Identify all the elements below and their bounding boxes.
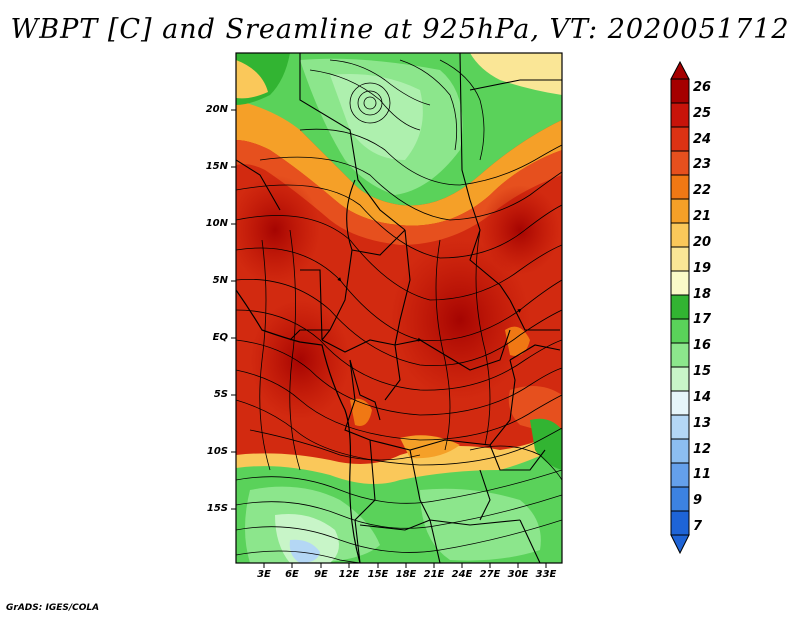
wbpt-field [236, 53, 562, 563]
country-borders [236, 53, 562, 563]
colorbar-label: 26 [693, 80, 712, 95]
colorbar-cell [670, 486, 690, 512]
lon-label-3E: 3E [257, 569, 271, 580]
map-frame [235, 52, 563, 564]
chart-title: WBPT [C] and Sreamline at 925hPa, VT: 20… [10, 14, 790, 45]
colorbar-label: 12 [693, 442, 712, 457]
colorbar-cell [670, 342, 690, 368]
colorbar-cell [670, 510, 690, 536]
colorbar-cell [670, 246, 690, 272]
lat-label-15S: 15S [206, 503, 228, 514]
colorbar-cell [670, 390, 690, 416]
lat-label-5S: 5S [213, 389, 228, 400]
colorbar-label: 15 [693, 364, 712, 379]
lon-label-27E: 27E [479, 569, 501, 580]
axis-ticks [231, 109, 547, 568]
lat-label-10N: 10N [205, 218, 228, 229]
colorbar-cell [670, 198, 690, 224]
colorbar-label: 16 [693, 338, 712, 353]
lon-label-15E: 15E [367, 569, 389, 580]
lat-label-EQ: EQ [212, 332, 228, 343]
colorbar [670, 60, 690, 555]
colorbar-cell [670, 414, 690, 440]
grads-credit: GrADS: IGES/COLA [6, 603, 100, 613]
lat-label-15N: 15N [205, 161, 228, 172]
lon-label-18E: 18E [395, 569, 417, 580]
colorbar-cell [670, 222, 690, 248]
colorbar-cell [670, 438, 690, 464]
colorbar-cell [670, 78, 690, 104]
colorbar-cell [670, 270, 690, 296]
colorbar-cell [670, 102, 690, 128]
colorbar-top-arrow [670, 60, 690, 80]
colorbar-label: 24 [693, 132, 712, 147]
lat-label-10S: 10S [206, 446, 228, 457]
colorbar-label: 9 [693, 493, 703, 508]
colorbar-label: 21 [693, 209, 712, 224]
lon-label-24E: 24E [451, 569, 473, 580]
colorbar-bottom-arrow [670, 534, 690, 555]
colorbar-label: 22 [693, 183, 712, 198]
lon-label-21E: 21E [423, 569, 445, 580]
colorbar-label: 11 [693, 467, 712, 482]
lat-label-20N: 20N [205, 104, 228, 115]
colorbar-cell [670, 318, 690, 344]
colorbar-cell [670, 462, 690, 488]
lon-label-6E: 6E [285, 569, 299, 580]
colorbar-cell [670, 150, 690, 176]
lon-label-12E: 12E [338, 569, 360, 580]
colorbar-cell [670, 174, 690, 200]
lat-label-5N: 5N [212, 275, 228, 286]
colorbar-cell [670, 294, 690, 320]
lon-label-33E: 33E [535, 569, 557, 580]
colorbar-label: 23 [693, 157, 712, 172]
colorbar-label: 14 [693, 390, 712, 405]
colorbar-label: 17 [693, 312, 712, 327]
lon-label-9E: 9E [314, 569, 328, 580]
colorbar-label: 7 [693, 519, 703, 534]
colorbar-cell [670, 126, 690, 152]
lon-label-30E: 30E [507, 569, 529, 580]
colorbar-label: 13 [693, 416, 712, 431]
colorbar-label: 19 [693, 261, 712, 276]
colorbar-cell [670, 366, 690, 392]
streamlines [236, 59, 562, 563]
colorbar-label: 25 [693, 106, 712, 121]
colorbar-label: 20 [693, 235, 712, 250]
colorbar-label: 18 [693, 287, 712, 302]
